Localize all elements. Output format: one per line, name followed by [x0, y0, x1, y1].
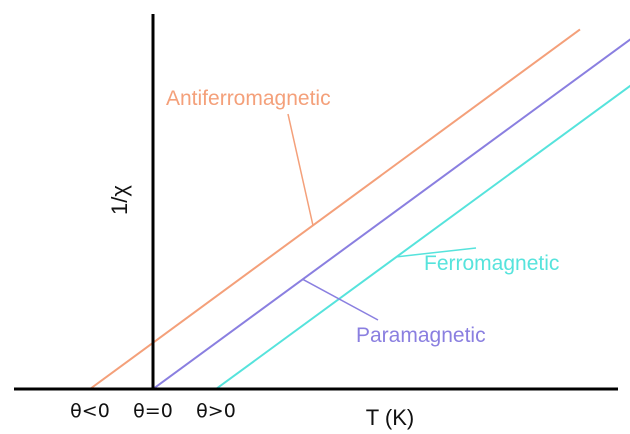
- x-axis-label: T (K): [366, 405, 414, 430]
- leader-line-paramagnetic: [302, 278, 379, 321]
- series-label-antiferromagnetic: Antiferromagnetic: [166, 87, 331, 110]
- x-tick-label: θ<0: [70, 400, 110, 422]
- leader-line-ferromagnetic: [396, 247, 477, 258]
- leader-line-antiferromagnetic: [287, 113, 314, 226]
- series-label-paramagnetic: Paramagnetic: [356, 324, 486, 347]
- series-line-paramagnetic: [152, 38, 630, 390]
- series-label-ferromagnetic: Ferromagnetic: [424, 252, 559, 275]
- y-axis-label: 1/χ: [107, 185, 132, 215]
- series-line-ferromagnetic: [215, 84, 630, 390]
- x-tick-label: θ>0: [196, 400, 236, 422]
- x-tick-label: θ=0: [133, 400, 173, 422]
- series-line-antiferromagnetic: [89, 28, 581, 390]
